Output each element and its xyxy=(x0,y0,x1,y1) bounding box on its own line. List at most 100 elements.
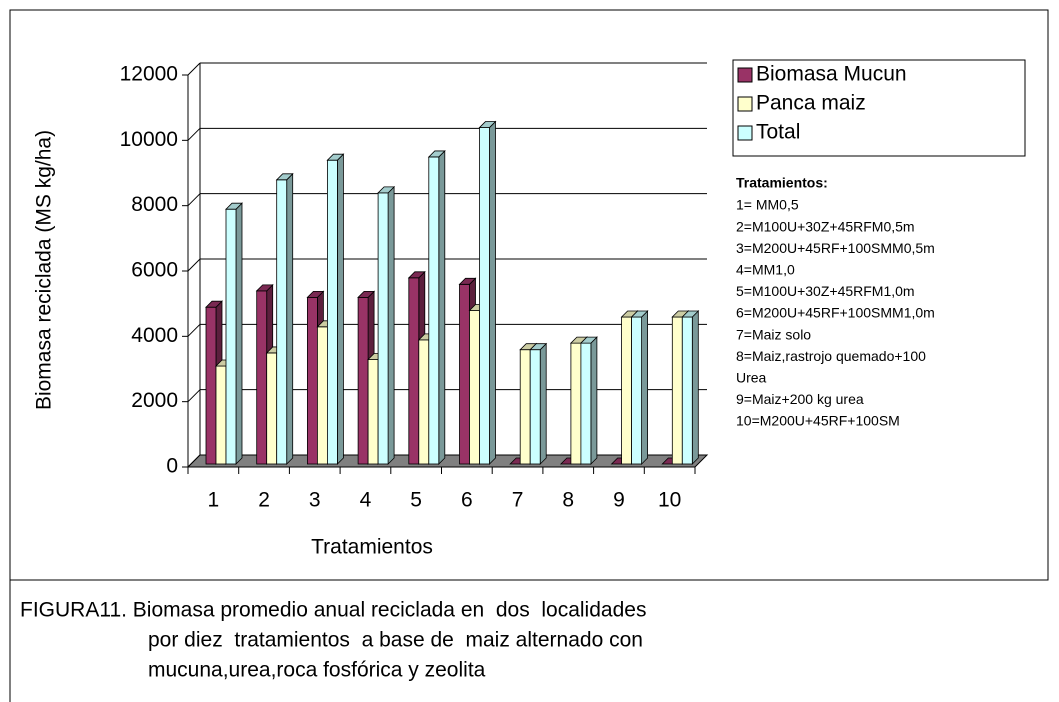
bar-top xyxy=(357,290,376,298)
bar-top xyxy=(427,150,446,158)
bar-side xyxy=(235,202,243,465)
bar xyxy=(428,156,440,465)
y-tick-label: 12000 xyxy=(120,63,178,86)
legend-label: Panca maiz xyxy=(756,92,866,115)
bar xyxy=(469,310,480,465)
x-tick-label: 2 xyxy=(258,489,270,512)
bar xyxy=(306,296,318,465)
grid-line-side xyxy=(187,323,201,337)
legend-swatch xyxy=(737,67,753,83)
treatments-title: Tratamientos: xyxy=(736,175,828,191)
bar xyxy=(326,159,338,465)
bar xyxy=(316,326,328,465)
legend-label: Biomasa Mucun xyxy=(756,63,907,86)
caption-line: FIGURA11. Biomasa promedio anual recicla… xyxy=(20,599,646,622)
bar xyxy=(580,342,592,465)
bar-top xyxy=(326,153,345,161)
y-tick-label: 8000 xyxy=(131,193,178,216)
bar xyxy=(459,283,470,465)
bar-top xyxy=(275,173,294,181)
y-tick-label: 6000 xyxy=(131,259,178,282)
bar xyxy=(519,349,531,465)
bar-side xyxy=(539,342,547,465)
x-tick-label: 9 xyxy=(613,489,625,512)
bar-top xyxy=(255,284,274,292)
x-tick-label: 7 xyxy=(512,489,524,512)
bar-top xyxy=(407,271,426,279)
bar-top xyxy=(306,290,325,298)
treatment-line: 8=Maiz,rastrojo quemado+100 xyxy=(736,348,926,364)
bar-side xyxy=(641,310,648,465)
bar-side xyxy=(691,310,699,465)
bar xyxy=(631,316,642,465)
grid-line-side xyxy=(187,193,201,207)
caption-line: mucuna,urea,roca fosfórica y zeolita xyxy=(148,659,486,682)
bar xyxy=(570,342,582,465)
y-tick-label: 4000 xyxy=(131,324,178,347)
bar-side xyxy=(336,153,344,465)
bar-top xyxy=(630,310,649,318)
bar xyxy=(256,290,268,465)
legend-label: Total xyxy=(756,121,800,144)
treatment-line: 4=MM1,0 xyxy=(736,262,795,278)
treatment-line: 1= MM0,5 xyxy=(736,197,799,213)
bar xyxy=(215,365,227,465)
grid-line-side xyxy=(187,389,201,403)
legend-swatch xyxy=(737,125,753,141)
bar-side xyxy=(590,336,598,465)
bar-top xyxy=(377,186,396,194)
bar xyxy=(266,352,278,465)
treatment-line: 7=Maiz solo xyxy=(736,326,811,342)
bar-side xyxy=(286,172,294,465)
x-tick-label: 1 xyxy=(208,489,220,512)
treatment-line: 2=M100U+30Z+45RFM0,5m xyxy=(736,218,915,234)
y-axis-label: Biomasa reciclada (MS kg/ha) xyxy=(33,130,56,410)
chart-frame xyxy=(9,9,1049,581)
bar-top xyxy=(225,202,243,210)
x-tick-label: 5 xyxy=(410,489,422,512)
x-axis-label: Tratamientos xyxy=(311,536,433,559)
bar xyxy=(671,316,683,465)
bar xyxy=(367,359,379,465)
bar-side xyxy=(438,149,446,465)
bar xyxy=(276,179,288,465)
bar-top xyxy=(478,121,497,128)
x-tick-label: 10 xyxy=(658,489,681,512)
caption-line: por diez tratamientos a base de maiz alt… xyxy=(148,629,643,652)
y-tick-label: 2000 xyxy=(131,389,178,412)
grid-line-side xyxy=(187,62,201,76)
treatment-line: 5=M100U+30Z+45RFM1,0m xyxy=(736,283,915,299)
bar xyxy=(205,306,217,465)
y-tick-label: 0 xyxy=(166,455,178,478)
bar xyxy=(377,192,389,465)
treatment-line: 6=M200U+45RF+100SMM1,0m xyxy=(736,305,935,321)
y-tick-label: 10000 xyxy=(120,128,178,151)
bar xyxy=(418,339,430,465)
bar xyxy=(681,316,693,465)
treatment-line: 9=Maiz+200 kg urea xyxy=(736,391,864,407)
bar-side xyxy=(489,120,496,465)
treatment-line: 3=M200U+45RF+100SMM0,5m xyxy=(736,240,935,256)
grid-line-side xyxy=(187,127,201,141)
treatment-line: 10=M200U+45RF+100SM xyxy=(736,413,900,429)
bar-side xyxy=(387,185,395,465)
bar xyxy=(529,349,541,465)
x-tick-label: 3 xyxy=(309,489,321,512)
x-tick-label: 6 xyxy=(461,489,473,512)
bar xyxy=(225,208,237,465)
grid-line-side xyxy=(187,258,201,272)
legend-swatch xyxy=(737,96,753,112)
bar xyxy=(479,127,490,465)
treatment-line: Urea xyxy=(736,370,767,386)
bar xyxy=(357,296,369,465)
bar-top xyxy=(458,277,477,285)
x-tick-label: 4 xyxy=(360,489,372,512)
legend-box xyxy=(732,59,1026,157)
x-tick-label: 8 xyxy=(562,489,574,512)
bar xyxy=(408,277,420,465)
bar-top xyxy=(529,343,548,351)
bar-top xyxy=(205,300,223,308)
bar-top xyxy=(579,336,598,344)
bar-top xyxy=(681,310,700,318)
